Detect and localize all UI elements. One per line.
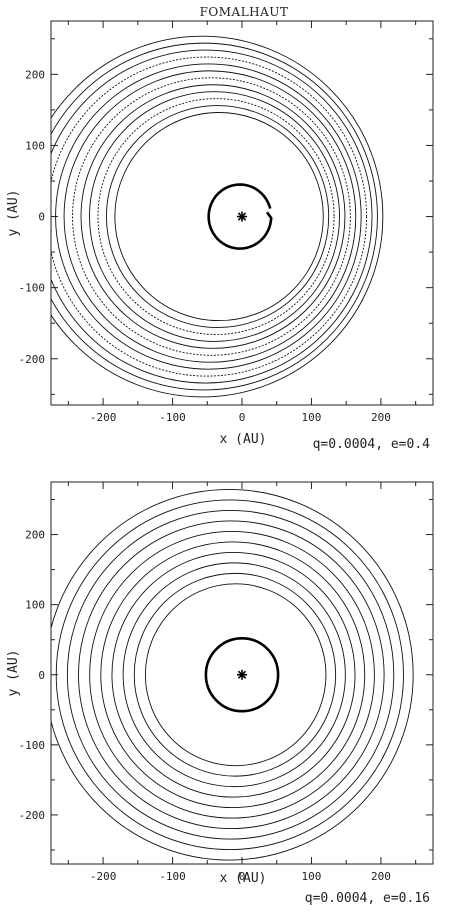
- x-tick-label: 100: [302, 411, 322, 424]
- x-tick-label: 200: [371, 411, 391, 424]
- x-tick-label: -200: [90, 870, 117, 883]
- x-tick-label: 0: [239, 870, 246, 883]
- belt-ring: [114, 112, 324, 322]
- belt-ring: [111, 551, 356, 798]
- planet-orbit: [204, 637, 280, 713]
- belt-ring: [63, 70, 357, 363]
- belt-ring: [51, 49, 373, 384]
- belt-ring: [105, 105, 330, 328]
- belt-ring: [72, 77, 351, 356]
- belt-ring: [51, 489, 414, 861]
- y-tick-label: 100: [25, 139, 45, 152]
- y-axis-label: y (AU): [6, 650, 21, 697]
- y-tick-label: -200: [19, 353, 46, 366]
- belt-rings: [51, 35, 384, 398]
- belt-rings: [51, 489, 414, 861]
- belt-ring: [133, 572, 337, 777]
- figure-title: FOMALHAUT: [200, 5, 289, 19]
- x-axis-label: x (AU): [220, 871, 267, 886]
- belt-ring: [51, 42, 378, 391]
- star-marker: [237, 211, 247, 222]
- y-tick-label: 0: [38, 669, 45, 682]
- belt-ring: [80, 84, 346, 349]
- y-tick-label: 0: [38, 211, 45, 224]
- belt-ring: [97, 98, 335, 335]
- belt-ring: [78, 520, 385, 830]
- belt-ring: [89, 91, 340, 342]
- y-tick-label: 100: [25, 599, 45, 612]
- x-tick-label: -100: [159, 870, 186, 883]
- belt-ring: [66, 509, 395, 840]
- top-panel: -200 -100 0 100 200 -200 -100 0 100 200 x (AU) y (A…: [6, 20, 434, 452]
- parameter-annotation: q=0.0004, e=0.4: [313, 437, 431, 452]
- x-tick-label: 200: [371, 870, 391, 883]
- belt-ring: [55, 499, 404, 851]
- y-axis-label: y (AU): [6, 190, 21, 237]
- belt-ring: [51, 56, 368, 377]
- x-tick-label: -200: [90, 411, 117, 424]
- star-marker: [237, 669, 247, 680]
- y-tick-label: 200: [25, 68, 45, 81]
- bottom-panel: -200 -100 0 100 200 -200 -100 0 100 200 x (AU) y (A…: [6, 481, 434, 906]
- belt-ring: [51, 35, 384, 398]
- x-axis-label: x (AU): [220, 432, 267, 447]
- y-tick-label: -200: [19, 809, 46, 822]
- parameter-annotation: q=0.0004, e=0.16: [305, 891, 430, 906]
- y-tick-label: 200: [25, 529, 45, 542]
- x-tick-label: 100: [302, 870, 322, 883]
- x-tick-label: 0: [239, 411, 246, 424]
- belt-ring: [122, 562, 346, 788]
- planet-orbit: [207, 183, 273, 250]
- belt-ring: [55, 63, 362, 370]
- belt-ring: [89, 530, 375, 819]
- y-tick-label: -100: [19, 739, 46, 752]
- belt-ring: [100, 541, 366, 809]
- belt-ring: [144, 583, 327, 767]
- y-tick-label: -100: [19, 282, 46, 295]
- x-tick-label: -100: [159, 411, 186, 424]
